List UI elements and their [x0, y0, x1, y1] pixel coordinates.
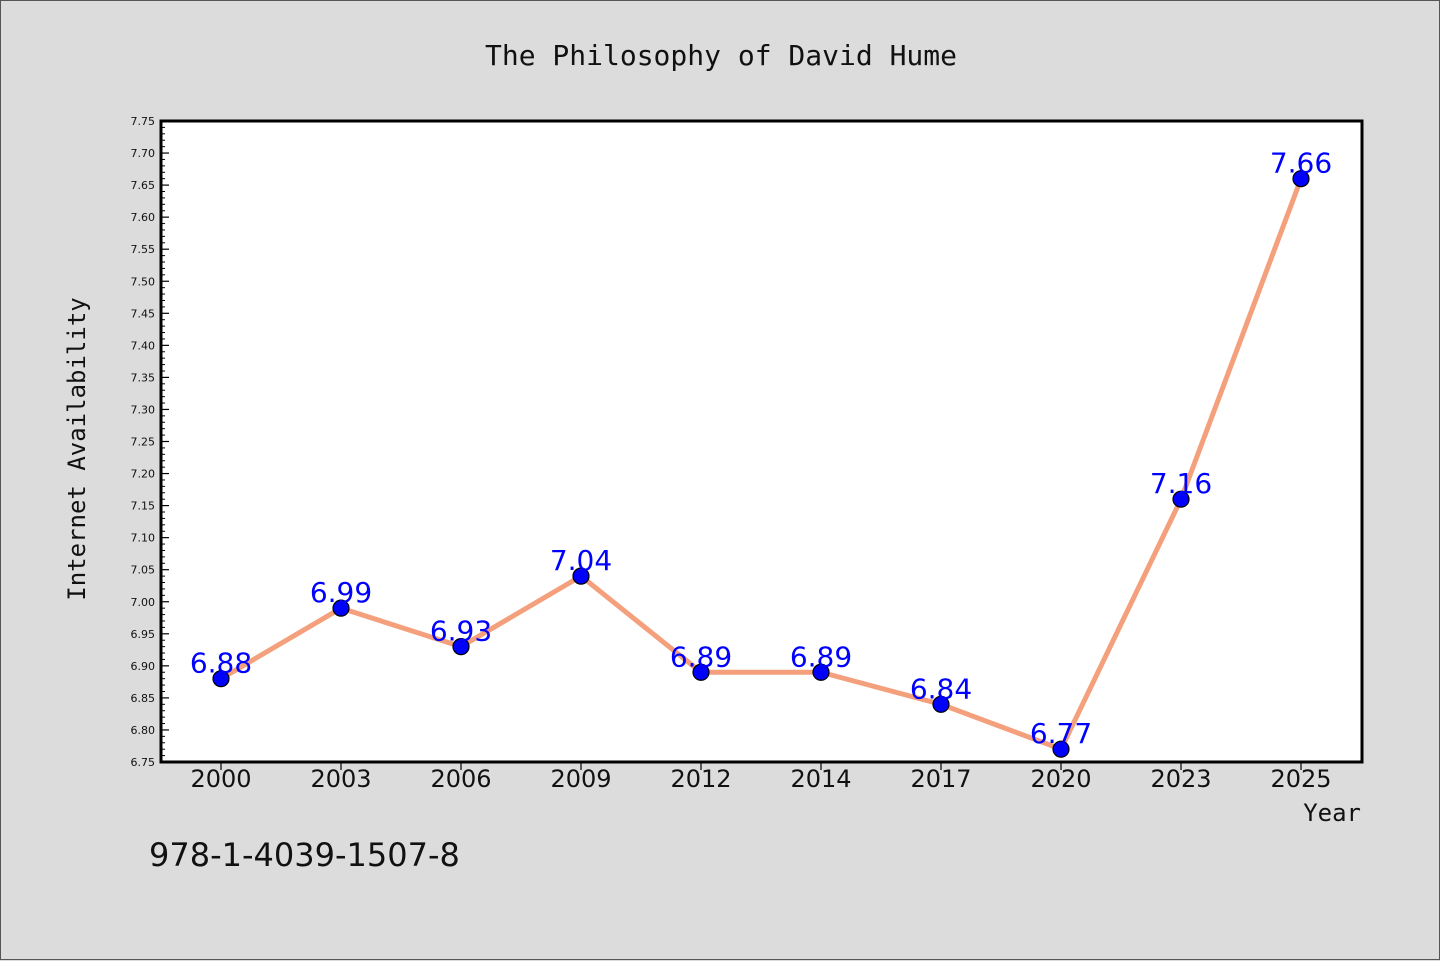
y-tick-label: 7.30 [131, 403, 156, 416]
y-tick-label: 7.50 [131, 275, 156, 288]
y-tick-label: 7.55 [131, 243, 156, 256]
x-tick-label: 2017 [910, 765, 971, 793]
data-label: 7.66 [1270, 147, 1332, 180]
x-tick-label: 2000 [190, 765, 251, 793]
y-tick-label: 7.35 [131, 371, 156, 384]
data-label: 6.89 [790, 640, 852, 673]
y-tick-label: 7.05 [131, 564, 156, 577]
data-point [1052, 740, 1070, 758]
data-point [572, 567, 590, 585]
x-tick-label: 2020 [1030, 765, 1091, 793]
series-line [219, 177, 1304, 752]
data-label: 6.84 [910, 672, 972, 705]
y-tick-label: 6.80 [131, 724, 156, 737]
data-point [452, 638, 470, 656]
y-tick-label: 7.10 [131, 532, 156, 545]
series-layer: 6.88 6.99 6.93 7.04 6.89 6.89 6.84 6.77 7.16 7.66 [190, 147, 1332, 758]
data-label: 6.88 [190, 647, 252, 680]
data-point [1172, 490, 1190, 508]
y-tick-label: 7.15 [131, 500, 156, 513]
y-tick-label: 6.75 [131, 756, 156, 769]
y-tick-label: 7.75 [131, 115, 156, 128]
data-point [1292, 170, 1310, 188]
x-tick-label: 2023 [1150, 765, 1211, 793]
data-point [212, 670, 230, 688]
y-tick-label: 7.60 [131, 211, 156, 224]
data-point [932, 695, 950, 713]
y-tick-label: 7.45 [131, 307, 156, 320]
y-tick-label: 7.25 [131, 436, 156, 449]
y-tick-label: 7.65 [131, 179, 156, 192]
x-tick-label: 2009 [550, 765, 611, 793]
x-tick-label: 2003 [310, 765, 371, 793]
plot-area [159, 119, 1364, 764]
chart-title: The Philosophy of David Hume [485, 39, 957, 72]
x-axis: 2000 2003 2006 2009 2012 2014 2017 2020 2023 2025 [190, 762, 1332, 793]
data-label: 7.16 [1150, 467, 1212, 500]
y-tick-label: 7.20 [131, 468, 156, 481]
isbn-code: 978-1-4039-1507-8 [149, 836, 460, 874]
data-label: 6.77 [1030, 717, 1092, 750]
y-tick-label: 7.00 [131, 596, 156, 609]
data-point [812, 663, 830, 681]
y-tick-label: 6.95 [131, 628, 156, 641]
y-tick-label: 7.40 [131, 339, 156, 352]
data-point [332, 599, 350, 617]
data-label: 6.89 [670, 640, 732, 673]
x-tick-label: 2012 [670, 765, 731, 793]
x-tick-label: 2014 [790, 765, 851, 793]
y-axis: 6.75 6.80 6.85 6.90 6.95 7.00 7.05 7.10 7.15 7.20… [131, 115, 169, 769]
y-tick-label: 6.90 [131, 660, 156, 673]
y-tick-label: 6.85 [131, 692, 156, 705]
x-tick-label: 2006 [430, 765, 491, 793]
data-label: 6.93 [430, 615, 492, 648]
x-tick-label: 2025 [1270, 765, 1331, 793]
y-tick-label: 7.70 [131, 147, 156, 160]
data-label: 7.04 [550, 544, 612, 577]
y-axis-label: Internet Availability [63, 297, 91, 600]
x-axis-label: Year [1303, 799, 1361, 827]
data-label: 6.99 [310, 576, 372, 609]
data-point [692, 663, 710, 681]
